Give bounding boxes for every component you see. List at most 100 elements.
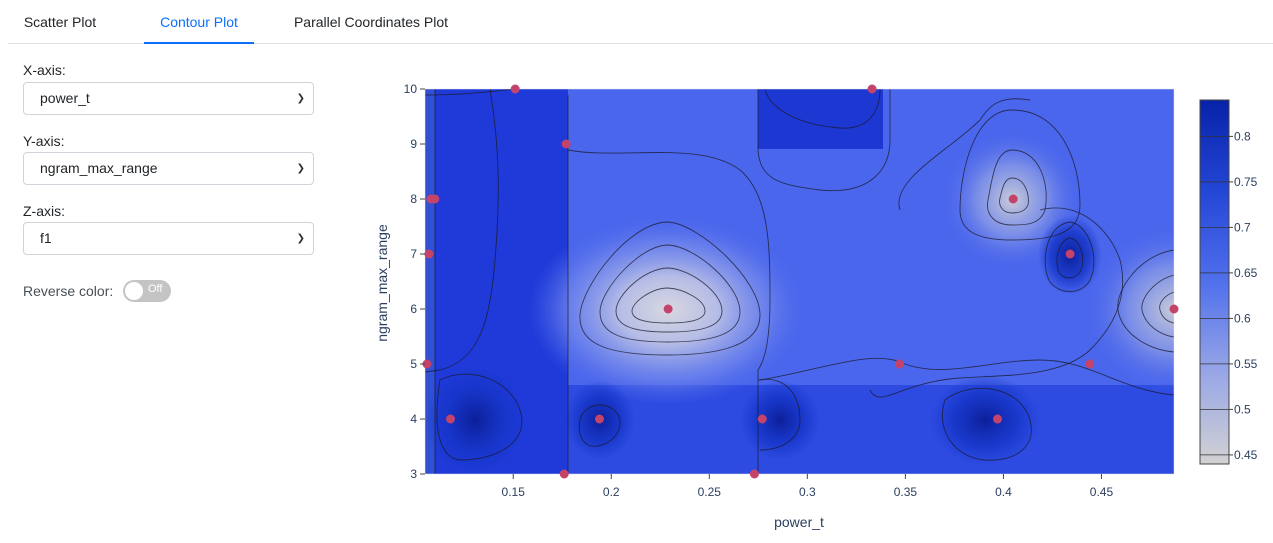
contour-line [757, 378, 801, 451]
z-axis-value: f1 [40, 230, 52, 246]
chevron-down-icon: ❯ [296, 93, 305, 104]
x-tick-label: 0.2 [603, 485, 620, 499]
y-axis-title: ngram_max_range [374, 224, 390, 342]
contour-line [631, 287, 706, 324]
y-tick-label: 5 [410, 357, 417, 371]
data-point[interactable] [1169, 304, 1179, 314]
contour-peak-high [565, 380, 635, 460]
contour-region-dark-top [758, 89, 883, 149]
data-point[interactable] [559, 469, 569, 479]
colorbar-tick-label: 0.55 [1234, 357, 1258, 371]
contour-peak-low [942, 130, 1082, 270]
z-axis-label: Z-axis: [23, 203, 65, 219]
plot-area-border [424, 88, 1175, 475]
contour-peak-low [1084, 225, 1174, 395]
z-axis-select[interactable]: f1 ❯ [23, 222, 314, 255]
chevron-down-icon: ❯ [296, 163, 305, 174]
x-tick-label: 0.3 [799, 485, 816, 499]
colorbar-tick-label: 0.75 [1234, 175, 1258, 189]
contour-line [1141, 274, 1174, 338]
y-axis-select[interactable]: ngram_max_range ❯ [23, 152, 314, 185]
tab-scatter-plot[interactable]: Scatter Plot [23, 14, 97, 30]
chevron-down-icon: ❯ [296, 233, 305, 244]
x-axis-title: power_t [774, 514, 824, 530]
contour-line [999, 177, 1029, 214]
data-point[interactable] [867, 84, 877, 94]
colorbar-tick-label: 0.6 [1234, 311, 1251, 325]
x-axis-label: X-axis: [23, 62, 66, 78]
x-axis-select[interactable]: power_t ❯ [23, 82, 314, 115]
data-point[interactable] [445, 414, 455, 424]
y-axis-value: ngram_max_range [40, 160, 158, 176]
contour-peak-low [528, 215, 808, 405]
contour-line [567, 149, 771, 474]
contour-peak-high [1038, 215, 1102, 295]
data-point[interactable] [426, 194, 436, 204]
contour-line [898, 98, 1031, 211]
contour-line [578, 404, 621, 447]
toggle-knob [125, 282, 143, 300]
contour-peak-high [425, 365, 525, 474]
contour-line [425, 89, 516, 96]
data-point[interactable] [430, 194, 440, 204]
contour-line [959, 109, 1081, 241]
y-axis-label: Y-axis: [23, 133, 65, 149]
reverse-color-toggle[interactable]: Off [123, 280, 171, 302]
data-point[interactable] [424, 249, 434, 259]
contour-line [425, 89, 499, 373]
reverse-color-label: Reverse color: [23, 283, 114, 299]
x-tick-label: 0.25 [698, 485, 722, 499]
contour-region-edge [425, 89, 435, 474]
contour-line [987, 149, 1047, 226]
colorbar-tick-label: 0.65 [1234, 266, 1258, 280]
contour-peak-high [740, 380, 820, 460]
data-point[interactable] [993, 414, 1003, 424]
contour-line [759, 357, 1174, 396]
contour-peak-high [930, 375, 1040, 465]
data-point[interactable] [663, 304, 673, 314]
data-point[interactable] [422, 359, 432, 369]
tab-parallel-coordinates-plot[interactable]: Parallel Coordinates Plot [293, 14, 449, 30]
contour-line [1056, 237, 1084, 279]
colorbar-gradient [1199, 99, 1230, 465]
colorbar-tick-label: 0.7 [1234, 220, 1251, 234]
x-tick-label: 0.45 [1090, 485, 1114, 499]
contour-line [1117, 249, 1174, 353]
toggle-state: Off [148, 283, 163, 295]
colorbar-tick-label: 0.45 [1234, 448, 1258, 462]
y-tick-label: 8 [410, 192, 417, 206]
data-point[interactable] [561, 139, 571, 149]
colorbar: 0.45 0.5 0.55 0.6 0.65 0.7 0.75 0.8 [1199, 99, 1258, 465]
data-point[interactable] [595, 414, 605, 424]
contour-line [1044, 221, 1095, 292]
tab-bar: Scatter Plot Contour Plot Parallel Coord… [8, 0, 1273, 44]
x-axis-value: power_t [40, 90, 90, 106]
contour-region-dark-bottom [568, 385, 1174, 474]
data-point[interactable] [757, 414, 767, 424]
contour-line [1159, 291, 1174, 324]
data-point[interactable] [1085, 359, 1095, 369]
data-point[interactable] [1065, 249, 1075, 259]
contour-line [579, 221, 761, 356]
y-tick-label: 4 [410, 412, 417, 426]
y-tick-label: 7 [410, 247, 417, 261]
data-point[interactable] [1008, 194, 1018, 204]
contour-line [869, 207, 1124, 398]
y-tick-label: 10 [404, 82, 418, 96]
colorbar-tick-label: 0.5 [1234, 402, 1251, 416]
contour-line [764, 89, 881, 129]
x-tick-label: 0.15 [502, 485, 526, 499]
contour-line [757, 89, 891, 192]
contour-line [436, 373, 523, 461]
data-point[interactable] [510, 84, 520, 94]
tab-contour-plot[interactable]: Contour Plot [144, 0, 254, 44]
data-point[interactable] [749, 469, 759, 479]
x-tick-label: 0.35 [894, 485, 918, 499]
contour-region-dark-left [425, 89, 568, 474]
y-tick-label: 3 [410, 467, 417, 481]
contour-line [941, 387, 1032, 461]
colorbar-tick-label: 0.8 [1234, 129, 1251, 143]
contour-line [615, 267, 723, 333]
data-point[interactable] [894, 359, 904, 369]
y-tick-label: 9 [410, 137, 417, 151]
